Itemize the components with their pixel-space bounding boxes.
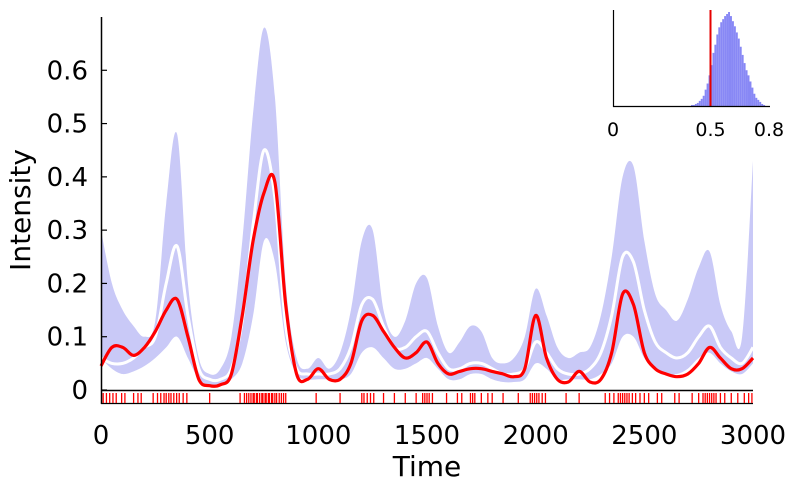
inset-bar <box>739 46 742 106</box>
inset-bar <box>747 75 750 106</box>
inset-bar <box>720 22 723 106</box>
x-tick-label: 2500 <box>611 421 677 451</box>
inset-bar <box>691 104 693 106</box>
inset-bar <box>704 89 707 106</box>
x-tick-label: 0 <box>93 421 110 451</box>
inset-bar <box>733 26 736 106</box>
inset-bar <box>702 95 705 106</box>
y-tick-label: 0.3 <box>47 216 88 246</box>
inset-bar <box>757 99 760 106</box>
inset-bar <box>755 97 758 106</box>
inset-bar <box>692 104 695 106</box>
inset-bar <box>731 21 734 107</box>
inset-bar <box>712 52 715 106</box>
inset-bar <box>698 100 701 106</box>
inset-x-ticks: 0 0.5 0.8 <box>607 119 784 141</box>
x-ticks: 0 500 1000 1500 2000 2500 3000 <box>93 421 786 451</box>
y-tick-label: 0.5 <box>47 110 88 140</box>
inset-bar <box>696 102 699 106</box>
inset-bar <box>694 103 697 106</box>
inset-bar <box>724 16 727 107</box>
inset-tick-label: 0.8 <box>754 119 784 141</box>
inset-tick-label: 0 <box>607 119 619 141</box>
inset-bar <box>714 44 717 106</box>
inset-bar <box>700 98 703 106</box>
x-tick-label: 500 <box>185 421 235 451</box>
inset-bars <box>691 12 766 107</box>
inset-bar <box>743 63 746 106</box>
inset-bar <box>745 70 748 106</box>
y-tick-label: 0.6 <box>47 56 88 86</box>
inset-bar <box>730 16 732 107</box>
inset-tick-label: 0.5 <box>695 119 725 141</box>
x-tick-label: 2000 <box>503 421 569 451</box>
inset-bar <box>759 101 762 106</box>
inset-bar <box>718 27 721 106</box>
x-tick-label: 1500 <box>394 421 460 451</box>
x-tick-label: 1000 <box>285 421 351 451</box>
inset-bar <box>751 87 754 106</box>
y-tick-label: 0.1 <box>47 323 88 353</box>
event-rug <box>102 393 753 403</box>
plot-area <box>99 27 755 388</box>
x-axis-title: Time <box>392 450 462 483</box>
posterior-mean-line <box>100 148 755 383</box>
y-tick-label: 0 <box>71 376 88 406</box>
inset-bar <box>763 104 766 106</box>
inset-histogram: 0 0.5 0.8 <box>607 10 784 141</box>
x-tick-label: 3000 <box>720 421 786 451</box>
inset-bar <box>726 14 729 106</box>
y-axis-title: Intensity <box>4 149 37 271</box>
credible-band <box>101 27 753 386</box>
inset-bar <box>716 34 719 107</box>
inset-bar <box>737 38 740 106</box>
inset-bar <box>706 83 709 106</box>
y-tick-label: 0.4 <box>47 163 88 193</box>
estimate-line <box>99 173 755 388</box>
inset-bar <box>761 103 764 106</box>
inset-bar <box>722 19 725 106</box>
y-tick-label: 0.2 <box>47 269 88 299</box>
inset-bar <box>728 12 730 106</box>
inset-bar <box>735 32 738 106</box>
inset-bar <box>741 54 744 106</box>
y-ticks: 0 0.1 0.2 0.3 0.4 0.5 0.6 <box>47 56 107 406</box>
inset-bar <box>749 81 752 106</box>
inset-bar <box>753 93 756 106</box>
